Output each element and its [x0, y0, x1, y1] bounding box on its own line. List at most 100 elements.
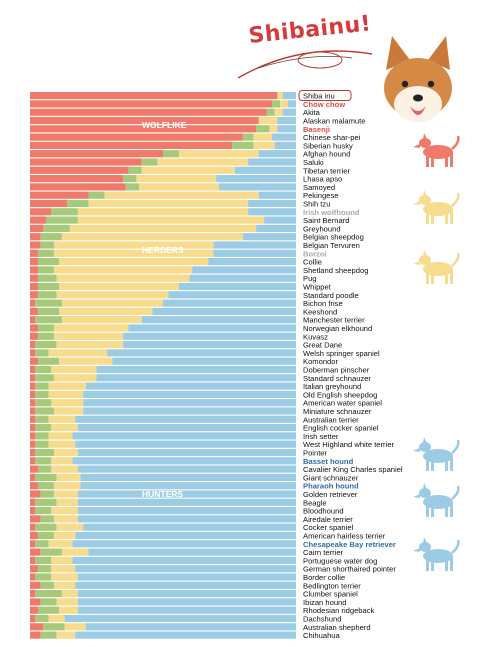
- bar-row: [30, 266, 296, 274]
- bar-segment-other: [43, 623, 65, 631]
- bar-segment-other: [35, 399, 52, 407]
- bar-segment-other: [35, 374, 54, 382]
- bar-segment-herders: [51, 507, 78, 515]
- bar-segment-other: [37, 324, 54, 332]
- bar-segment-herders: [61, 548, 89, 556]
- bar-segment-hunters: [85, 623, 296, 631]
- bar-segment-hunters: [77, 573, 296, 581]
- bar-row: [30, 540, 296, 548]
- bar-segment-other: [35, 498, 57, 506]
- bar-row: [30, 141, 296, 149]
- bar-segment-wolflike: [30, 424, 36, 432]
- bar-segment-hunters: [75, 415, 296, 423]
- bar-segment-wolflike: [30, 515, 41, 523]
- bar-segment-other: [35, 448, 54, 457]
- bar-segment-wolflike: [30, 341, 36, 349]
- breed-label: Chihuahua: [303, 631, 341, 640]
- bar-segment-wolflike: [30, 556, 36, 564]
- bar-segment-hunters: [72, 432, 296, 440]
- bar-segment-herders: [56, 631, 76, 639]
- bar-segment-wolflike: [30, 183, 126, 191]
- breed-label: Ibizan hound: [303, 598, 347, 607]
- bar-segment-wolflike: [30, 224, 44, 232]
- bar-segment-wolflike: [30, 92, 278, 100]
- bar-segment-hunters: [213, 241, 296, 249]
- bar-row: [30, 606, 296, 614]
- bar-row: [30, 332, 296, 340]
- bar-row: [30, 316, 296, 324]
- bar-segment-other: [35, 457, 52, 465]
- bar-segment-herders: [51, 465, 78, 473]
- breed-label: Bloodhound: [303, 507, 344, 516]
- breed-label: Pointer: [303, 449, 328, 458]
- bar-segment-hunters: [234, 166, 296, 174]
- bar-row: [30, 175, 296, 183]
- breed-label: Basenji: [303, 125, 330, 134]
- bar-segment-other: [40, 241, 54, 249]
- bar-segment-other: [35, 299, 62, 307]
- bar-row: [30, 108, 296, 116]
- bar-segment-other: [40, 233, 62, 241]
- bar-segment-hunters: [75, 440, 296, 448]
- bar-segment-hunters: [213, 249, 296, 257]
- bar-segment-wolflike: [30, 100, 273, 108]
- bar-segment-other: [37, 249, 54, 257]
- bar-segment-hunters: [274, 141, 296, 149]
- bar-segment-herders: [48, 614, 65, 623]
- bar-segment-other: [35, 523, 57, 531]
- bar-segment-herders: [53, 407, 84, 415]
- blue-dog-icon: [413, 437, 460, 471]
- bar-segment-hunters: [208, 258, 296, 266]
- bar-row: [30, 432, 296, 440]
- bar-segment-other: [35, 424, 52, 432]
- bar-segment-herders: [77, 216, 265, 224]
- bar-segment-herders: [48, 349, 108, 357]
- bar-row: [30, 631, 296, 639]
- bar-segment-herders: [51, 556, 73, 564]
- yellow-dog-icon: [413, 250, 460, 284]
- bar-segment-hunters: [141, 316, 296, 324]
- bar-segment-herders: [61, 316, 142, 324]
- bar-segment-wolflike: [30, 274, 38, 282]
- breed-label: Australian terrier: [303, 415, 359, 424]
- bar-segment-hunters: [77, 515, 296, 523]
- bar-segment-wolflike: [30, 141, 233, 149]
- bar-segment-herders: [53, 249, 214, 257]
- bar-segment-wolflike: [30, 357, 38, 365]
- bar-segment-hunters: [192, 266, 296, 274]
- breed-label: Saint Bernard: [303, 216, 349, 225]
- bar-row: [30, 307, 296, 315]
- bar-segment-hunters: [248, 199, 296, 208]
- bar-segment-wolflike: [30, 191, 89, 199]
- breed-label: Chesapeake Bay retriever: [303, 540, 396, 549]
- bar-segment-wolflike: [30, 581, 41, 589]
- bar-segment-other: [35, 440, 49, 448]
- bar-segment-herders: [59, 258, 209, 266]
- breed-label: Airedale terrier: [303, 515, 353, 524]
- bar-segment-other: [37, 606, 60, 614]
- bar-segment-herders: [53, 515, 78, 523]
- breed-label: Cavalier King Charles spaniel: [303, 465, 403, 474]
- breed-label: Komondor: [303, 357, 339, 366]
- bar-segment-wolflike: [30, 490, 41, 498]
- yellow-dog-icon: [413, 190, 460, 224]
- bar-segment-hunters: [75, 581, 296, 589]
- bar-row: [30, 258, 296, 266]
- breed-label: Dachshund: [303, 615, 341, 624]
- bar-segment-wolflike: [30, 166, 129, 174]
- breed-label: Basset hound: [303, 457, 354, 466]
- bar-segment-other: [37, 258, 60, 266]
- group-labels: WOLFLIKE HERDERS HUNTERS: [142, 120, 187, 499]
- breed-label: Samoyed: [303, 183, 335, 192]
- bar-row: [30, 490, 296, 498]
- bar-row: [30, 498, 296, 506]
- bar-segment-herders: [48, 440, 76, 448]
- bar-segment-other: [35, 382, 49, 390]
- breed-label: Shetland sheepdog: [303, 266, 368, 275]
- bar-segment-herders: [61, 233, 243, 241]
- bar-row: [30, 407, 296, 415]
- bar-segment-herders: [51, 424, 78, 432]
- breed-label: Collie: [303, 258, 322, 267]
- bar-segment-wolflike: [30, 125, 257, 133]
